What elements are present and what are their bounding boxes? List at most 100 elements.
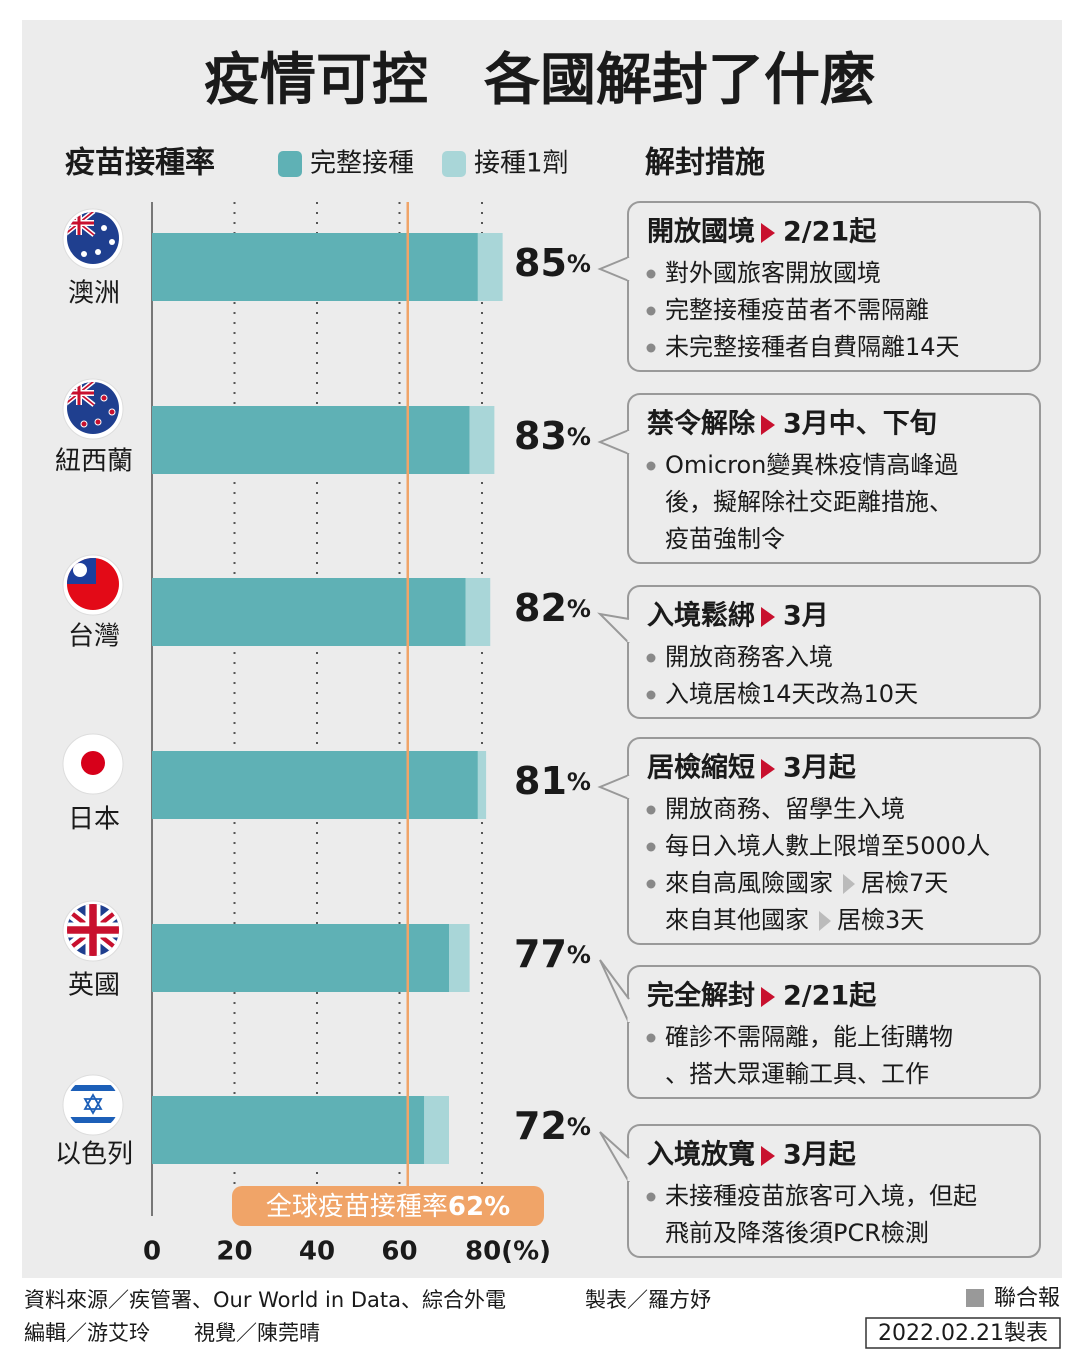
legend-swatch [442,151,466,177]
category-label: 紐西蘭 [55,447,133,477]
total-number: 81 [514,759,567,803]
source: 資料來源／疾管署、Our World in Data、綜合外電 [24,1288,506,1312]
title-arrow [761,759,775,779]
card-box [627,585,1041,719]
total-label: 72% [514,1104,591,1148]
bullet-text: 來自其他國家 [665,906,809,934]
bar [465,578,491,646]
card-when: 2/21起 [783,217,877,248]
flag-part [80,420,88,428]
flag-part [83,1093,103,1115]
date: 2022.02.21製表 [878,1321,1048,1346]
flag-part [67,221,94,225]
connector [597,429,630,455]
bar [152,1096,425,1164]
bar [152,924,449,992]
bar [152,751,478,819]
total-unit: % [567,941,591,969]
flag-part [81,251,87,257]
bar [152,406,470,474]
publisher: 聯合報 [994,1286,1060,1311]
total-label: 82% [514,586,591,630]
measure-card: 居檢縮短 3月起開放商務、留學生入境每日入境人數上限增至5000人來自高風險國家居… [597,737,1041,945]
flag-part [94,418,102,426]
total-number: 85 [514,241,567,285]
bullet-dot [646,269,656,279]
bar [152,578,466,646]
measure-card: 禁令解除 3月中、下旬 Omicron變異株疫情高峰過後，擬解除社交距離措施、疫苗強… [597,393,1041,564]
total-number: 77 [514,932,567,976]
flag [67,1078,119,1130]
legend-swatch [278,151,302,177]
title-arrow [761,987,775,1007]
bullet-text: 疫苗強制令 [665,525,785,553]
bar [469,406,495,474]
x-tick-label: 20 [216,1237,252,1267]
maker: 製表／羅方妤 [585,1288,711,1312]
connector [599,1131,630,1183]
bullet-dot [646,879,656,889]
bar [152,233,478,301]
bullet-text: 對外國旅客開放國境 [665,259,881,287]
bar [477,751,487,819]
card-title: 禁令解除 [647,408,756,440]
card-title: 入境放寬 [647,1139,755,1171]
bullet-text: 居檢7天 [861,869,948,897]
card-when: 3月 [783,601,829,632]
total-number: 72 [514,1104,567,1148]
flags [62,208,124,1136]
bar [477,233,503,301]
card-title: 居檢縮短 [647,752,755,784]
card-title: 開放國境 [647,216,755,248]
connector [597,774,630,800]
category-label: 英國 [68,971,120,1001]
bullet-text: 入境居檢14天改為10天 [665,680,918,708]
bullet-text: 完整接種疫苗者不需隔離 [665,296,929,324]
bar [449,924,470,992]
category-label: 澳洲 [68,279,120,309]
card-box [627,393,1041,564]
inline-arrow [819,911,831,931]
flag-part [67,1085,119,1091]
flag-part [95,249,101,255]
flag-part [100,394,108,402]
legend-label: 完整接種 [310,149,414,179]
bullet-text: Omicron變異株疫情高峰過 [665,451,958,479]
connector [597,256,630,282]
flag-part [67,391,94,395]
flag-part [73,563,87,577]
card-when: 3月起 [783,753,857,784]
bullet-dot [646,805,656,815]
total-unit: % [567,595,591,623]
card-when: 2/21起 [783,981,877,1012]
bullet-text: 未完整接種者自費隔離14天 [665,333,960,361]
title-arrow [761,223,775,243]
reference-label: 全球疫苗接種率62% [266,1192,510,1222]
category-label: 日本 [68,805,120,835]
card-when: 3月起 [783,1140,857,1171]
bullet-dot [646,653,656,663]
total-unit: % [567,1113,591,1141]
bullet-dot [646,842,656,852]
bullet-text: 來自高風險國家 [665,869,833,897]
date-box [865,1317,1061,1349]
total-label: 81% [514,759,591,803]
bullet-text: 飛前及降落後須PCR檢測 [665,1219,929,1247]
measure-card: 開放國境 2/21起對外國旅客開放國境完整接種疫苗者不需隔離未完整接種者自費隔離1… [597,201,1041,372]
reference-badge [232,1186,544,1226]
bullet-dot [646,306,656,316]
total-unit: % [567,423,591,451]
flag-part [101,225,107,231]
card-title: 完全解封 [647,980,755,1012]
reference-text: 全球疫苗接種率 [266,1192,448,1222]
card-box [627,965,1041,1099]
flag-part [81,751,105,775]
x-tick-label: 80(%) [465,1237,551,1267]
chart-title: 疫情可控 各國解封了什麼 [204,48,876,113]
bullet-text: 、搭大眾運輸工具、工作 [665,1060,929,1088]
title-arrow [761,607,775,627]
bullet-text: 每日入境人數上限增至5000人 [665,832,990,860]
